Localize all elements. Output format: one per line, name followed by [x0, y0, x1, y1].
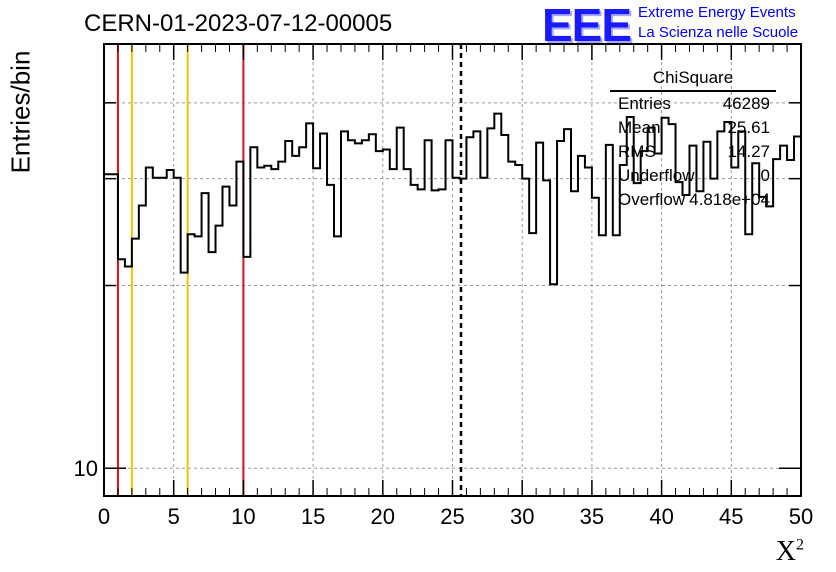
stat-value: 14.27 — [727, 142, 770, 161]
eee-logo-mark: EEE — [542, 0, 632, 51]
x-tick-label: 10 — [231, 504, 255, 529]
logo-line-1: Extreme Energy Events — [638, 4, 796, 21]
histogram-line — [104, 112, 801, 286]
axis-tick-labels: 0 5 10 15 20 25 30 35 40 45 50 10 — [74, 456, 814, 529]
x-tick-label: 20 — [371, 504, 395, 529]
stat-row-underflow: Underflow 0 — [610, 166, 776, 190]
chart-title: CERN-01-2023-07-12-00005 — [84, 10, 393, 37]
eee-logo: EEE Extreme Energy Events La Scienza nel… — [542, 0, 836, 51]
x-axis-label-base: X — [775, 536, 796, 567]
stat-value: 4.818e+04 — [689, 190, 770, 209]
stat-value: 0 — [760, 166, 770, 185]
x-tick-label: 50 — [789, 504, 813, 529]
x-tick-label: 25 — [440, 504, 464, 529]
x-tick-label: 0 — [98, 504, 110, 529]
x-tick-label: 5 — [168, 504, 180, 529]
x-tick-label: 15 — [301, 504, 325, 529]
stat-row-rms: RMS 14.27 — [610, 142, 776, 166]
stats-box: ChiSquare Entries 46289 Mean 25.61 RMS 1… — [610, 68, 776, 214]
stat-row-overflow: Overflow 4.818e+04 — [610, 190, 776, 214]
axis-ticks — [103, 44, 802, 497]
y-axis-label-box: Entries/bin — [4, 42, 38, 182]
stats-box-title: ChiSquare — [610, 68, 776, 92]
stat-value: 25.61 — [727, 118, 770, 137]
logo-line-2: La Scienza nelle Scuole — [638, 24, 799, 41]
x-tick-label: 30 — [510, 504, 534, 529]
y-tick-label: 10 — [74, 456, 98, 481]
x-tick-label: 35 — [580, 504, 604, 529]
x-axis-label: X2 — [776, 536, 804, 568]
x-tick-label: 40 — [649, 504, 673, 529]
reference-lines — [116, 44, 463, 496]
y-axis-label: Entries/bin — [5, 50, 36, 174]
stat-label: Underflow — [618, 166, 695, 185]
x-tick-label: 45 — [719, 504, 743, 529]
stat-row-mean: Mean 25.61 — [610, 118, 776, 142]
stat-value: 46289 — [722, 94, 770, 113]
stat-label: Overflow — [618, 190, 686, 209]
stat-label: RMS — [618, 142, 656, 161]
stat-label: Mean — [618, 118, 661, 137]
stat-label: Entries — [618, 94, 671, 113]
stat-row-entries: Entries 46289 — [610, 94, 776, 118]
plot-frame — [103, 43, 802, 497]
x-axis-label-superscript: 2 — [796, 536, 804, 554]
